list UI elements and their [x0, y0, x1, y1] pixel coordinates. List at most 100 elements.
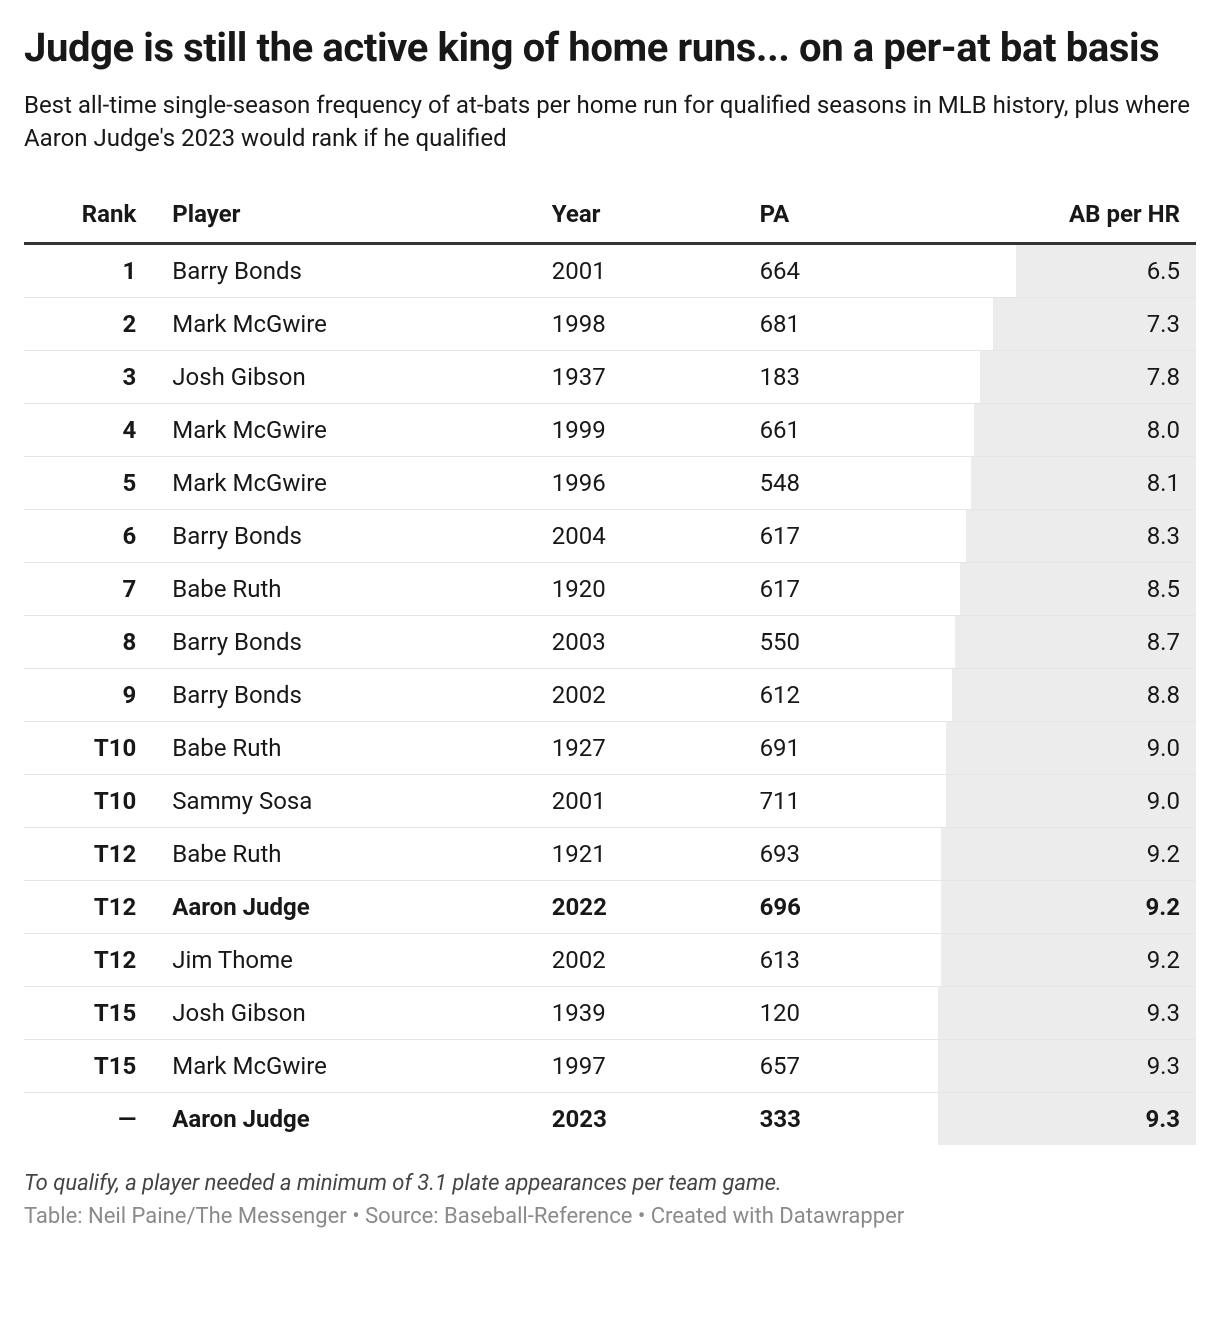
table-row: 5Mark McGwire19965488.1: [24, 456, 1196, 509]
ab-per-hr-value: 7.3: [1147, 310, 1180, 338]
cell-year: 2003: [544, 615, 752, 668]
cell-ab-per-hr: 9.2: [938, 880, 1196, 933]
chart-footnote: To qualify, a player needed a minimum of…: [24, 1171, 1196, 1196]
cell-player: Babe Ruth: [164, 562, 544, 615]
ab-per-hr-value: 9.3: [1147, 999, 1180, 1027]
chart-credits: Table: Neil Paine/The Messenger • Source…: [24, 1204, 1196, 1229]
cell-year: 2022: [544, 880, 752, 933]
cell-ab-per-hr: 9.3: [938, 1092, 1196, 1145]
chart-title: Judge is still the active king of home r…: [24, 24, 1196, 71]
cell-year: 1921: [544, 827, 752, 880]
cell-pa: 613: [752, 933, 938, 986]
cell-rank: 6: [24, 509, 164, 562]
table-row: T10Babe Ruth19276919.0: [24, 721, 1196, 774]
cell-year: 1920: [544, 562, 752, 615]
cell-year: 2023: [544, 1092, 752, 1145]
cell-rank: T10: [24, 721, 164, 774]
cell-ab-per-hr: 9.2: [938, 827, 1196, 880]
ab-per-hr-value: 8.5: [1147, 575, 1180, 603]
cell-pa: 120: [752, 986, 938, 1039]
cell-pa: 617: [752, 509, 938, 562]
cell-ab-per-hr: 8.5: [938, 562, 1196, 615]
ab-per-hr-value: 6.5: [1147, 257, 1180, 285]
ab-per-hr-value: 9.0: [1147, 734, 1180, 762]
cell-pa: 548: [752, 456, 938, 509]
cell-ab-per-hr: 8.1: [938, 456, 1196, 509]
col-header-year: Year: [544, 190, 752, 244]
cell-player: Barry Bonds: [164, 668, 544, 721]
cell-player: Barry Bonds: [164, 243, 544, 297]
cell-year: 1996: [544, 456, 752, 509]
cell-ab-per-hr: 9.0: [938, 774, 1196, 827]
ab-per-hr-value: 8.7: [1147, 628, 1180, 656]
cell-year: 1927: [544, 721, 752, 774]
cell-ab-per-hr: 9.0: [938, 721, 1196, 774]
col-header-rank: Rank: [24, 190, 164, 244]
cell-rank: 1: [24, 243, 164, 297]
cell-pa: 183: [752, 350, 938, 403]
table-row: 1Barry Bonds20016646.5: [24, 243, 1196, 297]
table-row: T12Babe Ruth1921693 9.2: [24, 827, 1196, 880]
ab-per-hr-value: 8.3: [1147, 522, 1180, 550]
cell-player: Josh Gibson: [164, 350, 544, 403]
cell-rank: T15: [24, 1039, 164, 1092]
table-row: 9Barry Bonds20026128.8: [24, 668, 1196, 721]
cell-ab-per-hr: 8.0: [938, 403, 1196, 456]
cell-pa: 693: [752, 827, 938, 880]
cell-rank: 7: [24, 562, 164, 615]
table-row: T12Aaron Judge20226969.2: [24, 880, 1196, 933]
ab-per-hr-value: 9.0: [1147, 787, 1180, 815]
cell-year: 1998: [544, 297, 752, 350]
cell-pa: 681: [752, 297, 938, 350]
ab-per-hr-value: 8.8: [1147, 681, 1180, 709]
table-row: 2Mark McGwire1998681 7.3: [24, 297, 1196, 350]
cell-player: Josh Gibson: [164, 986, 544, 1039]
cell-rank: —: [24, 1092, 164, 1145]
table-row: 6Barry Bonds2004617 8.3: [24, 509, 1196, 562]
cell-player: Babe Ruth: [164, 721, 544, 774]
cell-pa: 696: [752, 880, 938, 933]
cell-player: Barry Bonds: [164, 615, 544, 668]
ab-per-hr-value: 9.3: [1147, 1052, 1180, 1080]
cell-year: 1997: [544, 1039, 752, 1092]
cell-rank: 9: [24, 668, 164, 721]
table-row: 7Babe Ruth19206178.5: [24, 562, 1196, 615]
cell-ab-per-hr: 9.3: [938, 986, 1196, 1039]
cell-rank: T15: [24, 986, 164, 1039]
cell-rank: 4: [24, 403, 164, 456]
col-header-player: Player: [164, 190, 544, 244]
cell-rank: T12: [24, 827, 164, 880]
cell-ab-per-hr: 6.5: [938, 243, 1196, 297]
cell-year: 2002: [544, 933, 752, 986]
cell-year: 2002: [544, 668, 752, 721]
cell-player: Sammy Sosa: [164, 774, 544, 827]
cell-year: 2001: [544, 774, 752, 827]
cell-pa: 711: [752, 774, 938, 827]
ab-per-hr-value: 9.2: [1147, 840, 1180, 868]
chart-description: Best all-time single-season frequency of…: [24, 89, 1196, 154]
cell-ab-per-hr: 8.7: [938, 615, 1196, 668]
cell-pa: 657: [752, 1039, 938, 1092]
ab-per-hr-value: 9.2: [1146, 893, 1181, 921]
cell-rank: 2: [24, 297, 164, 350]
cell-year: 2004: [544, 509, 752, 562]
table-row: 3Josh Gibson19371837.8: [24, 350, 1196, 403]
cell-ab-per-hr: 8.3: [938, 509, 1196, 562]
cell-ab-per-hr: 9.3: [938, 1039, 1196, 1092]
ab-per-hr-value: 7.8: [1147, 363, 1180, 391]
col-header-pa: PA: [752, 190, 938, 244]
table-row: —Aaron Judge20233339.3: [24, 1092, 1196, 1145]
ab-per-hr-value: 8.1: [1147, 469, 1180, 497]
cell-player: Aaron Judge: [164, 1092, 544, 1145]
cell-player: Babe Ruth: [164, 827, 544, 880]
cell-player: Mark McGwire: [164, 1039, 544, 1092]
cell-player: Mark McGwire: [164, 297, 544, 350]
table-body: 1Barry Bonds20016646.52Mark McGwire19986…: [24, 243, 1196, 1145]
table-row: T15Josh Gibson19391209.3: [24, 986, 1196, 1039]
table-row: T10Sammy Sosa20017119.0: [24, 774, 1196, 827]
cell-player: Barry Bonds: [164, 509, 544, 562]
cell-ab-per-hr: 7.3: [938, 297, 1196, 350]
cell-ab-per-hr: 9.2: [938, 933, 1196, 986]
cell-year: 1999: [544, 403, 752, 456]
chart-container: Judge is still the active king of home r…: [0, 0, 1220, 1257]
